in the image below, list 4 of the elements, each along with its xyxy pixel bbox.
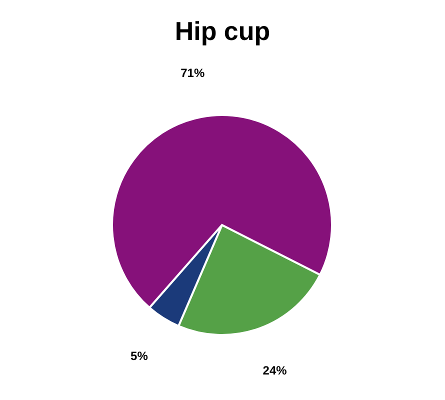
data-label: 24% xyxy=(262,364,288,378)
data-label: 71% xyxy=(180,66,205,80)
data-label: 5% xyxy=(130,349,148,364)
chart-title: Hip cup xyxy=(174,16,270,46)
